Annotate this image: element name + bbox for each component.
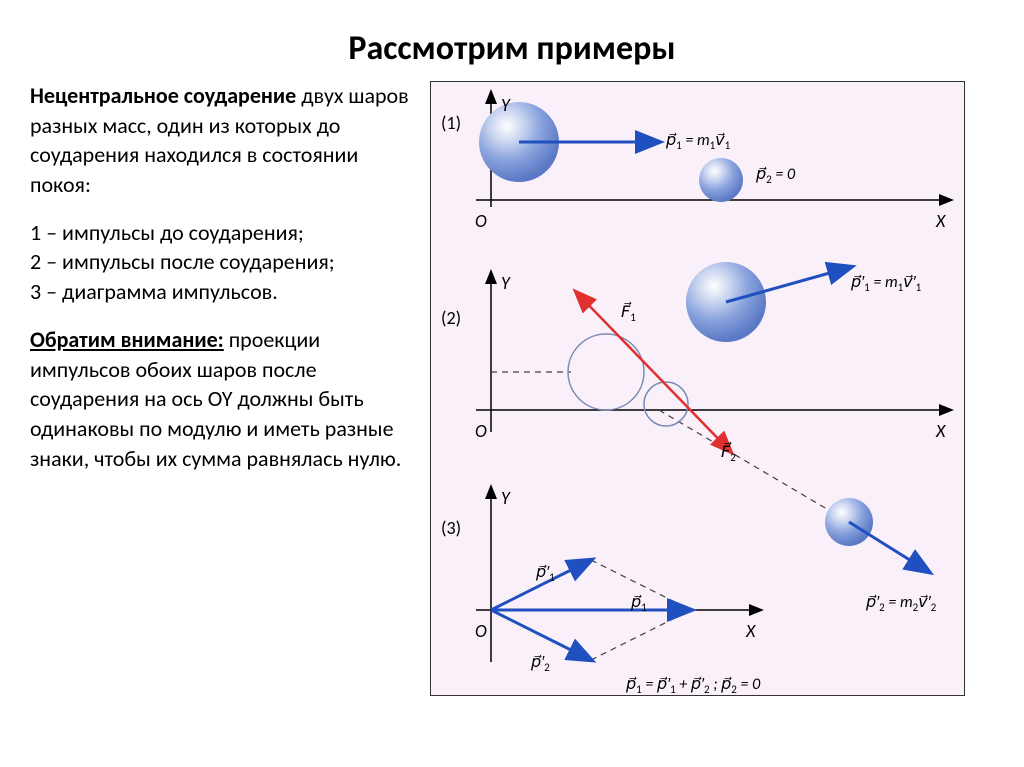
- intro-bold: Нецентральное соударение: [30, 82, 296, 109]
- content-row: Нецентральное соударение двух шаров разн…: [0, 81, 1024, 696]
- paragraph-attention: Обратим внимание: проекции импульсов обо…: [30, 325, 418, 473]
- physics-diagram: YXOYXOYXO(1)(2)(3)p⃗1 = m1v⃗1p⃗2 = 0p⃗′1…: [430, 81, 965, 696]
- text-column: Нецентральное соударение двух шаров разн…: [30, 81, 430, 696]
- list-block: 1 – импульсы до соударения; 2 – импульсы…: [30, 218, 418, 307]
- paragraph-intro: Нецентральное соударение двух шаров разн…: [30, 81, 418, 200]
- list-item-2: 2 – импульсы после соударения;: [30, 247, 418, 277]
- page-title: Рассмотрим примеры: [0, 0, 1024, 81]
- list-item-1: 1 – импульсы до соударения;: [30, 218, 418, 248]
- list-item-3: 3 – диаграмма импульсов.: [30, 277, 418, 307]
- title-text: Рассмотрим примеры: [348, 28, 675, 69]
- attention-lead: Обратим внимание:: [30, 326, 224, 353]
